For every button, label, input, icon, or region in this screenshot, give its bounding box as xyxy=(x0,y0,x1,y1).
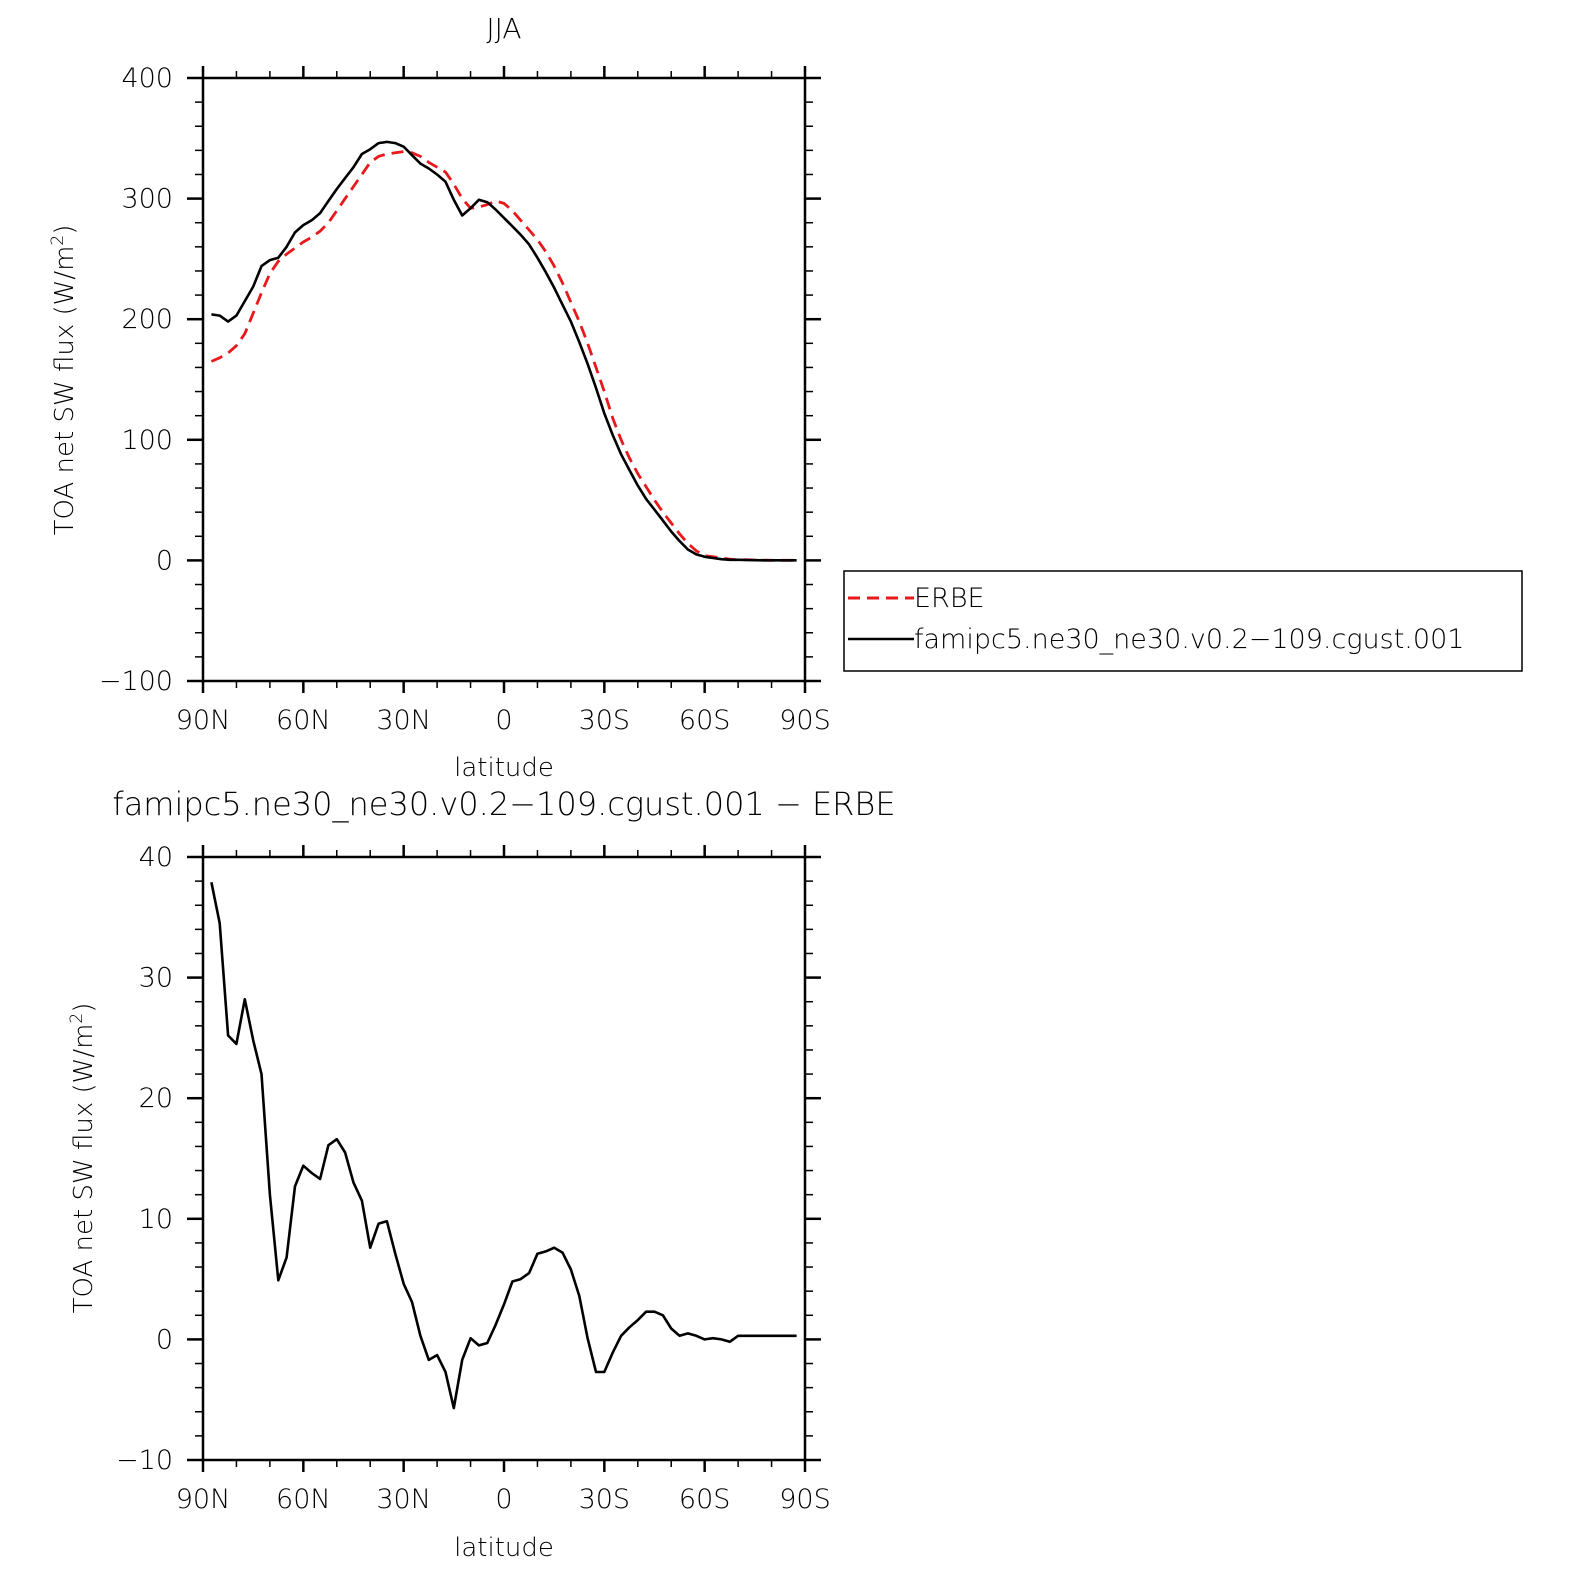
y-tick-label: 300 xyxy=(121,184,173,215)
x-tick-label: 90S xyxy=(779,705,831,736)
x-tick-label: 60N xyxy=(276,705,331,736)
x-tick-label: 60S xyxy=(679,705,731,736)
x-tick-label: 30N xyxy=(376,705,431,736)
top-ticks xyxy=(187,66,821,693)
y-tick-label: 40 xyxy=(139,842,173,873)
bottom-y-tick-labels: −10 0 10 20 30 40 xyxy=(116,842,173,1476)
x-tick-label: 30N xyxy=(376,1484,431,1515)
legend: ERBE famipc5.ne30_ne30.v0.2−109.cgust.00… xyxy=(843,570,1523,672)
y-tick-label: −100 xyxy=(99,666,173,697)
bottom-y-axis-label-sup: 2 xyxy=(67,1013,87,1024)
top-x-tick-labels: 90N 60N 30N 0 30S 60S 90S xyxy=(176,705,831,736)
top-y-axis-label-close: ) xyxy=(50,225,80,235)
y-tick-label: 100 xyxy=(121,425,173,456)
legend-label-erbe: ERBE xyxy=(914,583,985,614)
x-tick-label: 90N xyxy=(176,1484,231,1515)
x-tick-label: 60N xyxy=(276,1484,331,1515)
y-tick-label: 20 xyxy=(139,1083,173,1114)
bottom-ticks xyxy=(187,845,821,1472)
y-tick-label: 10 xyxy=(139,1204,173,1235)
top-x-axis-label: latitude xyxy=(454,753,554,783)
series-line-1 xyxy=(211,140,797,562)
top-y-axis-label: TOA net SW flux (W/m2) xyxy=(48,225,80,536)
x-tick-label: 30S xyxy=(579,1484,631,1515)
bottom-y-axis-label: TOA net SW flux (W/m2) xyxy=(67,1003,99,1314)
y-tick-label: 200 xyxy=(121,304,173,335)
top-panel: JJA 90N 60N 30N 0 30S 60S 90S −100 0 100 200 300 40… xyxy=(48,12,1523,783)
top-title: JJA xyxy=(486,12,521,45)
top-y-axis-label-sup: 2 xyxy=(48,235,68,246)
legend-box xyxy=(843,570,1523,672)
y-tick-label: 0 xyxy=(156,1324,173,1355)
x-tick-label: 60S xyxy=(679,1484,731,1515)
bottom-panel: famipc5.ne30_ne30.v0.2−109.cgust.001 − E… xyxy=(67,785,896,1563)
bottom-title: famipc5.ne30_ne30.v0.2−109.cgust.001 − E… xyxy=(112,785,895,823)
legend-label-model: famipc5.ne30_ne30.v0.2−109.cgust.001 xyxy=(914,624,1464,655)
top-y-axis-label-main: TOA net SW flux (W/m xyxy=(50,246,80,536)
top-plot-frame xyxy=(201,76,807,683)
y-tick-label: −10 xyxy=(116,1445,173,1476)
bottom-x-axis-label: latitude xyxy=(454,1533,554,1563)
top-y-tick-labels: −100 0 100 200 300 400 xyxy=(99,63,173,697)
x-tick-label: 0 xyxy=(495,1484,512,1515)
y-tick-label: 0 xyxy=(156,545,173,576)
y-tick-label: 400 xyxy=(121,63,173,94)
x-tick-label: 0 xyxy=(495,705,512,736)
bottom-x-tick-labels: 90N 60N 30N 0 30S 60S 90S xyxy=(176,1484,831,1515)
series-line-0 xyxy=(210,882,797,1410)
x-tick-label: 90S xyxy=(779,1484,831,1515)
bottom-y-axis-label-main: TOA net SW flux (W/m xyxy=(69,1024,99,1314)
top-lines xyxy=(210,140,797,562)
x-tick-label: 90N xyxy=(176,705,231,736)
y-tick-label: 30 xyxy=(139,963,173,994)
bottom-y-axis-label-close: ) xyxy=(69,1003,99,1013)
series-line-0 xyxy=(210,150,797,562)
bottom-plot-frame xyxy=(201,855,807,1462)
x-tick-label: 30S xyxy=(579,705,631,736)
bottom-lines xyxy=(210,882,797,1410)
